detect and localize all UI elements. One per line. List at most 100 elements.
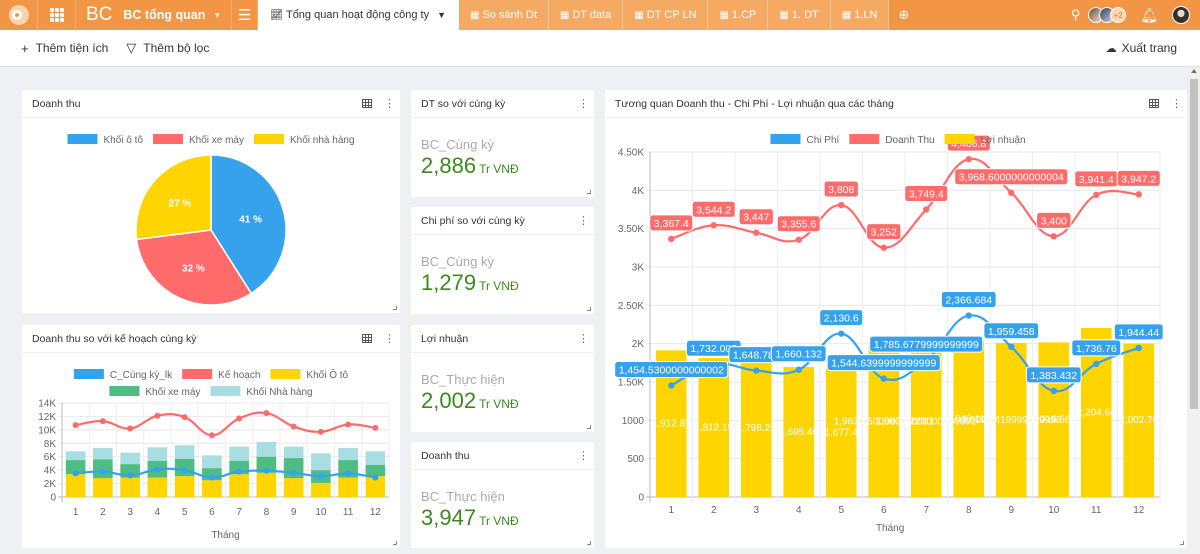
pie-label: 32 % bbox=[182, 263, 205, 274]
kpi-number: 2,886 bbox=[421, 153, 477, 178]
data-tag-bg bbox=[614, 360, 729, 378]
more-vert-icon[interactable]: ⋮ bbox=[578, 215, 589, 227]
line-point bbox=[880, 375, 887, 382]
more-vert-icon[interactable]: ⋮ bbox=[1171, 98, 1182, 110]
y-tick-label: 3.50K bbox=[618, 224, 644, 235]
data-tag-bg bbox=[819, 309, 864, 327]
bar-data-label: 2,204.64 bbox=[1077, 407, 1116, 418]
apps-menu-button[interactable] bbox=[38, 0, 76, 30]
add-filter-button[interactable]: ▽ Thêm bộ lọc bbox=[126, 40, 209, 56]
data-tag-bg bbox=[776, 215, 821, 233]
x-tick-label: 12 bbox=[370, 507, 382, 518]
current-user-avatar[interactable] bbox=[1172, 6, 1190, 24]
x-tick-label: 10 bbox=[315, 507, 327, 518]
data-tag-bg bbox=[866, 223, 902, 241]
resize-handle[interactable] bbox=[587, 541, 591, 545]
bell-icon[interactable]: 🔔︎ bbox=[1140, 6, 1158, 23]
table-icon: ▦ bbox=[559, 9, 570, 21]
line-point bbox=[838, 330, 845, 337]
data-tag-label: 3,968.6000000000004 bbox=[959, 172, 1064, 184]
tab-dt-cp-ln[interactable]: ▦ DT CP LN bbox=[623, 0, 709, 30]
data-tag-label: 3,808 bbox=[828, 184, 854, 196]
kpi-unit: Tr VNĐ bbox=[479, 279, 519, 293]
data-tag-bg bbox=[983, 322, 1040, 340]
data-tag: 1,660.132 bbox=[770, 345, 827, 363]
page-scrollbar[interactable] bbox=[1188, 67, 1200, 554]
data-tag: 3,544.2 bbox=[691, 200, 736, 218]
resize-handle[interactable] bbox=[393, 306, 397, 310]
kpi-subtitle: BC_Cùng kỳ bbox=[421, 137, 494, 152]
hamburger-icon: ☰ bbox=[238, 7, 252, 24]
data-tag: 1,383.432 bbox=[1025, 366, 1082, 384]
bar bbox=[910, 346, 942, 497]
tab-so-sanh-dt[interactable]: ▦ So sánh Dt bbox=[459, 0, 549, 30]
tab-tong-quan[interactable]: 📈︎ Tổng quan hoạt động công ty ▼ bbox=[258, 0, 460, 30]
line-point bbox=[753, 229, 760, 236]
more-vert-icon[interactable]: ⋮ bbox=[384, 333, 395, 345]
bar-segment bbox=[147, 447, 168, 461]
x-tick-label: 7 bbox=[236, 507, 242, 518]
legend-swatch bbox=[770, 134, 801, 144]
line-point bbox=[208, 474, 215, 481]
more-vert-icon[interactable]: ⋮ bbox=[578, 333, 589, 345]
bar-segment bbox=[283, 478, 304, 497]
data-tag-bg bbox=[904, 185, 949, 203]
resize-handle[interactable] bbox=[393, 541, 397, 545]
bar-segment bbox=[256, 472, 277, 497]
kpi-unit: Tr VNĐ bbox=[479, 514, 519, 528]
bar-segment bbox=[202, 455, 222, 469]
tab-label: 1. DT bbox=[791, 9, 819, 21]
hamburger-menu-button[interactable]: ☰ bbox=[232, 0, 259, 30]
more-users-badge[interactable]: +2 bbox=[1110, 7, 1127, 23]
kpi-unit: Tr VNĐ bbox=[479, 162, 519, 176]
brand-short: BC bbox=[86, 4, 113, 25]
table-view-icon[interactable] bbox=[362, 99, 372, 108]
scrollbar-thumb[interactable] bbox=[1190, 79, 1198, 409]
line-point bbox=[880, 244, 887, 251]
line-point bbox=[1008, 343, 1015, 350]
line-point bbox=[181, 414, 188, 421]
bar-data-label: 1,798.21 bbox=[737, 423, 776, 434]
legend-item: Khối ô tô bbox=[67, 134, 143, 146]
kpi-value: 2,886 Tr VNĐ bbox=[421, 153, 519, 179]
scroll-up-arrow-icon[interactable] bbox=[1191, 69, 1197, 73]
resize-handle[interactable] bbox=[1180, 541, 1184, 545]
more-vert-icon[interactable]: ⋮ bbox=[578, 98, 589, 110]
resize-handle[interactable] bbox=[587, 190, 591, 194]
line-point bbox=[154, 466, 161, 473]
y-tick-label: 0 bbox=[50, 493, 56, 504]
apps-grid-icon bbox=[49, 8, 64, 22]
add-tab-button[interactable]: ⊕ bbox=[889, 0, 918, 30]
more-vert-icon[interactable]: ⋮ bbox=[578, 450, 589, 462]
more-vert-icon[interactable]: ⋮ bbox=[384, 98, 395, 110]
app-logo[interactable] bbox=[0, 0, 38, 30]
bar-data-label: 2,002.76 bbox=[1119, 415, 1158, 426]
tab-1-cp[interactable]: ▦ 1.CP bbox=[708, 0, 769, 30]
tab-1-ln[interactable]: ▦ 1.LN bbox=[830, 0, 890, 30]
data-tag-bg bbox=[691, 200, 736, 218]
export-label: Xuất trang bbox=[1121, 41, 1177, 55]
table-view-icon[interactable] bbox=[362, 334, 372, 343]
resize-handle[interactable] bbox=[587, 307, 591, 311]
table-view-icon[interactable] bbox=[1149, 99, 1159, 108]
export-page-button[interactable]: ☁ Xuất trang bbox=[1106, 41, 1177, 55]
legend-item: Khối Nhà hàng bbox=[210, 386, 313, 398]
data-tag-bg bbox=[738, 208, 774, 226]
legend-swatch bbox=[944, 134, 975, 144]
bar bbox=[1123, 343, 1155, 497]
add-widget-button[interactable]: + Thêm tiện ích bbox=[21, 41, 108, 56]
line-point bbox=[668, 382, 675, 389]
resize-handle[interactable] bbox=[587, 425, 591, 429]
line-point bbox=[1093, 191, 1100, 199]
tab-1-dt[interactable]: ▦ 1. DT bbox=[768, 0, 831, 30]
report-selector[interactable]: BC BC tổng quan ▼ bbox=[76, 0, 233, 30]
tab-dt-data[interactable]: ▦ DT data bbox=[548, 0, 624, 30]
kpi-number: 1,279 bbox=[421, 270, 477, 295]
line-point bbox=[181, 467, 188, 474]
add-widget-label: Thêm tiện ích bbox=[35, 41, 109, 55]
y-tick-label: 500 bbox=[627, 454, 644, 465]
search-icon[interactable]: ⚲ bbox=[1070, 7, 1081, 22]
card-title: DT so với cùng kỳ bbox=[421, 97, 506, 110]
line-point bbox=[236, 415, 243, 422]
x-tick-label: 4 bbox=[796, 505, 802, 516]
